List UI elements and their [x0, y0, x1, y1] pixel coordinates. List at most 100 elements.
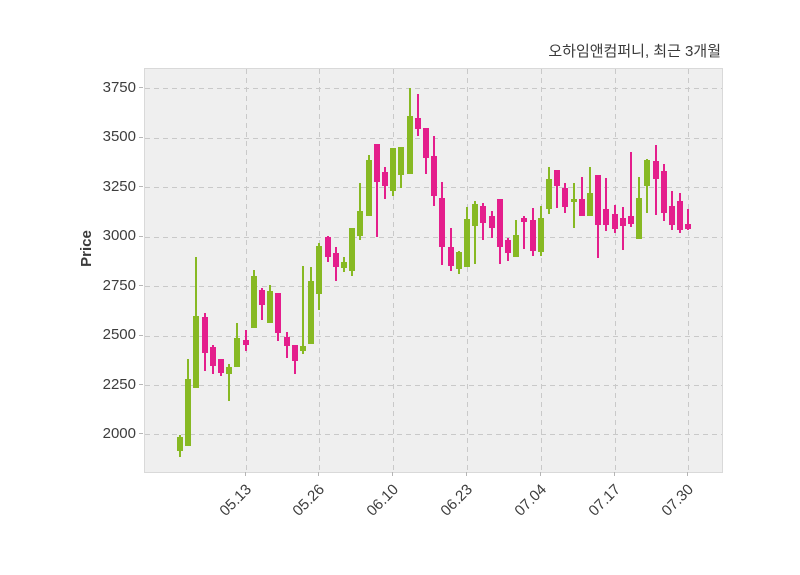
candle-body-up — [185, 379, 192, 447]
x-tick-label: 05.26 — [289, 481, 329, 520]
candle-body-down — [603, 209, 610, 225]
y-tick-mark — [139, 235, 143, 237]
y-tick-mark — [139, 87, 143, 89]
y-tick-mark — [139, 433, 143, 435]
x-tick-mark — [392, 472, 394, 476]
candle-body-up — [406, 116, 413, 175]
x-tick-label: 07.04 — [511, 481, 550, 520]
candle-body-down — [496, 199, 503, 247]
candle-body-up — [300, 346, 306, 352]
x-tick-label: 07.17 — [585, 481, 624, 520]
candle-body-down — [218, 359, 224, 374]
y-tick-mark — [139, 285, 143, 287]
x-tick-mark — [244, 472, 246, 476]
x-tick-label: 07.30 — [658, 481, 698, 520]
x-tick-label: 05.13 — [216, 481, 255, 520]
y-tick-label: 2750 — [102, 276, 136, 294]
x-tick-mark — [318, 472, 320, 476]
candle-body-up — [546, 179, 552, 209]
candle-body-down — [611, 213, 618, 229]
y-tick-label: 2500 — [102, 326, 136, 344]
candle-wick — [605, 178, 608, 231]
y-tick-mark — [139, 384, 143, 385]
candle-wick — [474, 201, 477, 265]
y-gridline — [145, 335, 722, 337]
candle-wick — [630, 151, 632, 227]
candle-body-down — [382, 172, 388, 187]
y-gridline — [145, 88, 722, 90]
candle-body-up — [390, 147, 397, 192]
candle-body-up — [513, 234, 520, 258]
y-tick-label: 2250 — [102, 375, 136, 393]
candle-body-down — [431, 155, 438, 197]
candle-body-up — [587, 193, 593, 216]
candle-body-down — [677, 201, 684, 230]
candle-body-down — [373, 143, 380, 183]
candle-body-up — [357, 211, 364, 236]
candle-body-up — [226, 367, 233, 375]
candle-body-down — [423, 127, 429, 158]
x-gridline — [688, 69, 690, 472]
candle-wick — [572, 183, 575, 228]
candle-body-down — [324, 236, 331, 258]
y-tick-mark — [139, 186, 143, 188]
candle-wick — [416, 94, 419, 136]
y-tick-label: 3500 — [102, 128, 136, 146]
candle-body-down — [259, 290, 265, 305]
candle-body-down — [332, 252, 339, 268]
candle-body-up — [570, 199, 577, 203]
candle-body-up — [365, 159, 372, 216]
candle-body-up — [193, 315, 200, 388]
candle-body-down — [488, 215, 495, 228]
candle-body-up — [636, 198, 643, 239]
y-tick-mark — [139, 334, 143, 336]
candle-wick — [654, 144, 657, 215]
candle-body-down — [562, 188, 569, 207]
candle-body-down — [578, 199, 585, 216]
candle-body-down — [669, 206, 675, 225]
candle-body-down — [242, 339, 249, 346]
candle-wick — [621, 207, 624, 250]
y-gridline — [145, 385, 722, 386]
candle-body-up — [341, 262, 347, 269]
candle-body-up — [177, 437, 183, 452]
x-gridline — [393, 69, 395, 472]
x-tick-label: 06.10 — [363, 481, 403, 520]
candle-body-up — [308, 281, 315, 345]
x-gridline — [245, 69, 247, 472]
candle-body-down — [291, 344, 298, 362]
x-gridline — [540, 69, 542, 472]
candle-body-up — [537, 217, 544, 253]
chart-title: 오하임앤컴퍼니, 최근 3개월 — [548, 43, 721, 60]
x-tick-label: 06.23 — [437, 481, 477, 520]
candle-body-down — [439, 198, 446, 248]
candle-body-up — [250, 276, 257, 328]
candle-body-down — [652, 160, 659, 180]
candle-wick — [302, 266, 304, 355]
candle-body-up — [464, 218, 470, 268]
candle-wick — [589, 166, 591, 216]
x-tick-mark — [613, 472, 615, 476]
candle-wick — [228, 364, 231, 401]
candle-body-up — [234, 337, 241, 368]
candle-body-down — [685, 223, 692, 229]
candle-wick — [523, 215, 526, 250]
candle-body-down — [628, 215, 634, 224]
candle-body-up — [398, 146, 405, 176]
candle-body-up — [267, 291, 274, 323]
y-tick-mark — [139, 136, 143, 138]
candle-body-down — [529, 219, 536, 251]
candle-body-up — [455, 251, 462, 270]
candle-body-up — [349, 227, 356, 272]
candle-body-down — [414, 118, 421, 129]
x-tick-mark — [466, 472, 467, 476]
candle-body-down — [505, 239, 511, 253]
candle-body-down — [595, 175, 602, 225]
candle-body-up — [472, 204, 479, 226]
y-tick-label: 3000 — [102, 227, 136, 245]
y-gridline — [145, 286, 722, 288]
x-tick-mark — [539, 472, 541, 476]
candle-body-down — [283, 336, 290, 347]
candle-body-down — [447, 246, 454, 267]
candle-wick — [687, 209, 690, 230]
